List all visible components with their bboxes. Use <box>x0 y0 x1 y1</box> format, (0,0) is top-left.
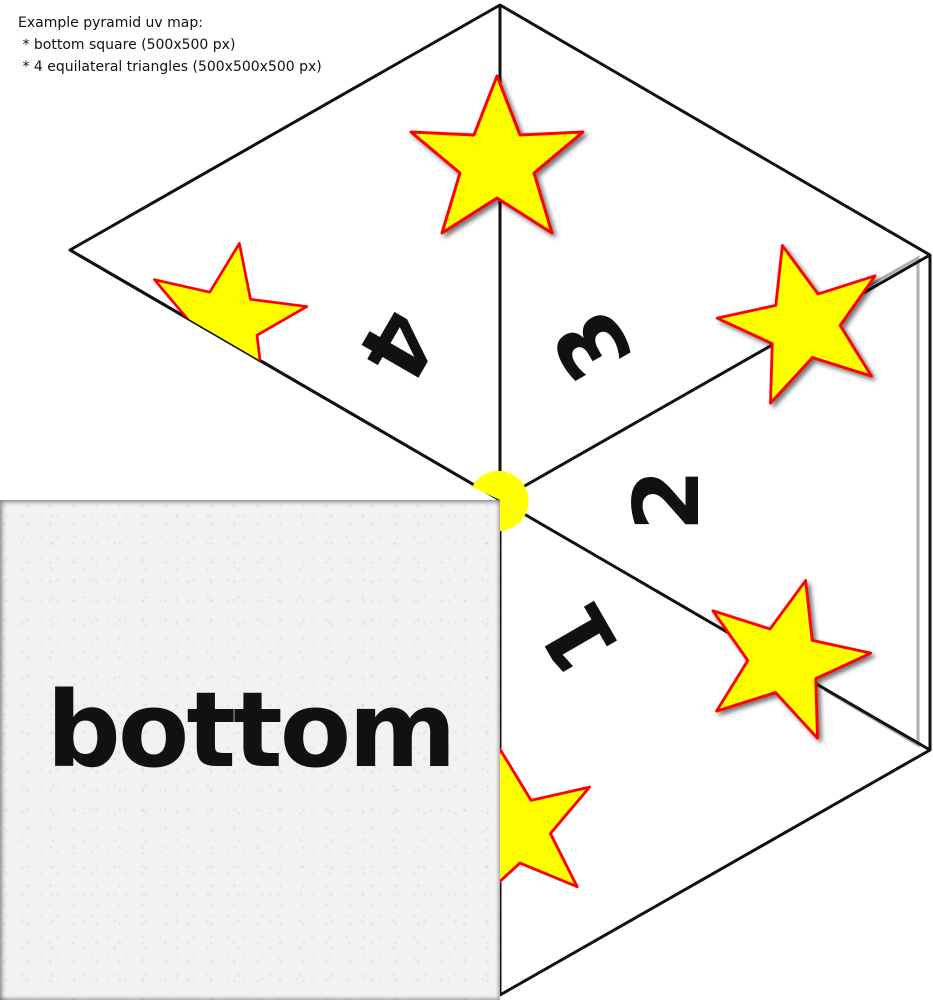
triangle-face-3 <box>500 5 930 500</box>
edge-center-lower-right <box>499 498 931 752</box>
star-icon <box>409 74 585 235</box>
triangle-face-4 <box>70 5 500 500</box>
bottom-label: bottom <box>46 669 456 791</box>
caption-bottom-spec: * bottom square (500x500 px) <box>18 37 236 53</box>
star-icon <box>715 244 877 405</box>
caption-title: Example pyramid uv map: <box>18 15 203 31</box>
caption: Example pyramid uv map: * bottom square … <box>18 12 322 78</box>
triangle-face-2 <box>500 255 930 750</box>
star-icon <box>711 579 873 740</box>
caption-triangles-spec: * 4 equilateral triangles (500x500x500 p… <box>18 59 322 75</box>
bottom-square-face: bottom <box>0 500 500 1000</box>
center-marker <box>472 471 529 531</box>
star-icon <box>500 747 591 907</box>
triangle-face-1 <box>500 500 930 995</box>
edge-center-left <box>69 248 501 502</box>
face-number-2: 2 <box>615 469 720 532</box>
